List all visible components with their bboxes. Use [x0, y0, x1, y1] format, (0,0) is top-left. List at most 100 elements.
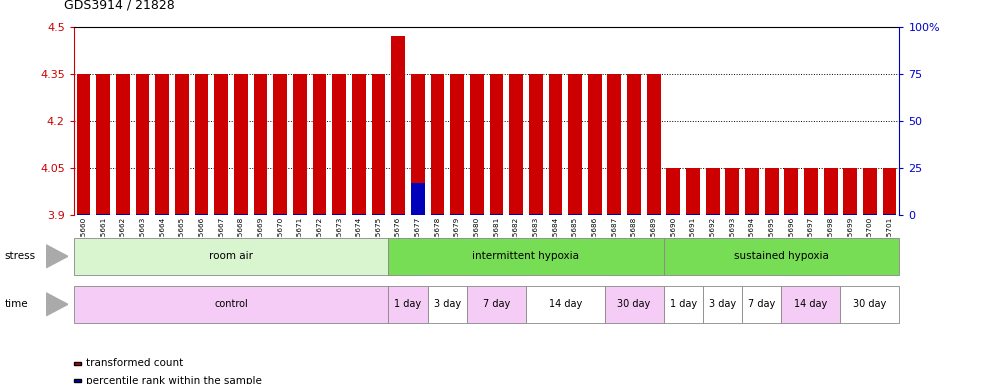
- Bar: [254, 214, 267, 215]
- Bar: [725, 168, 739, 215]
- Bar: [490, 214, 503, 215]
- Bar: [824, 168, 838, 215]
- Bar: [529, 214, 543, 215]
- Bar: [136, 214, 149, 215]
- Bar: [765, 168, 779, 215]
- Text: 14 day: 14 day: [549, 299, 582, 310]
- Bar: [470, 74, 484, 215]
- Bar: [588, 214, 602, 215]
- Text: stress: stress: [5, 251, 36, 262]
- Text: 3 day: 3 day: [434, 299, 461, 310]
- Bar: [431, 74, 444, 215]
- Bar: [411, 74, 425, 215]
- Bar: [863, 168, 877, 215]
- Bar: [470, 214, 484, 215]
- Bar: [332, 74, 346, 215]
- Bar: [136, 74, 149, 215]
- Bar: [745, 214, 759, 215]
- Bar: [293, 214, 307, 215]
- Bar: [195, 74, 208, 215]
- Bar: [725, 214, 739, 215]
- Bar: [568, 214, 582, 215]
- Bar: [431, 214, 444, 215]
- Text: 7 day: 7 day: [483, 299, 510, 310]
- Text: time: time: [5, 299, 29, 310]
- Bar: [647, 214, 661, 215]
- Bar: [467, 286, 526, 323]
- Text: 7 day: 7 day: [748, 299, 776, 310]
- Bar: [664, 286, 703, 323]
- Bar: [214, 74, 228, 215]
- Bar: [804, 214, 818, 215]
- Text: 3 day: 3 day: [709, 299, 736, 310]
- Bar: [840, 286, 899, 323]
- Bar: [784, 214, 798, 215]
- Bar: [804, 168, 818, 215]
- Bar: [391, 214, 405, 215]
- Bar: [490, 74, 503, 215]
- Bar: [765, 214, 779, 215]
- Bar: [450, 74, 464, 215]
- Bar: [549, 214, 562, 215]
- Bar: [273, 74, 287, 215]
- Bar: [742, 286, 781, 323]
- Polygon shape: [46, 245, 68, 268]
- Bar: [155, 74, 169, 215]
- Bar: [529, 74, 543, 215]
- Bar: [273, 214, 287, 215]
- Bar: [706, 214, 720, 215]
- Text: 1 day: 1 day: [669, 299, 697, 310]
- Bar: [509, 214, 523, 215]
- Bar: [96, 74, 110, 215]
- Bar: [313, 74, 326, 215]
- Bar: [509, 74, 523, 215]
- Text: control: control: [214, 299, 248, 310]
- Bar: [627, 74, 641, 215]
- Text: 14 day: 14 day: [794, 299, 828, 310]
- Bar: [411, 183, 425, 215]
- Polygon shape: [46, 293, 68, 316]
- Bar: [77, 214, 90, 215]
- Text: 30 day: 30 day: [853, 299, 887, 310]
- Bar: [195, 214, 208, 215]
- Bar: [745, 168, 759, 215]
- Bar: [175, 74, 189, 215]
- Bar: [843, 168, 857, 215]
- Bar: [313, 214, 326, 215]
- Bar: [116, 214, 130, 215]
- Bar: [549, 74, 562, 215]
- Bar: [74, 286, 388, 323]
- Bar: [784, 168, 798, 215]
- Text: intermittent hypoxia: intermittent hypoxia: [473, 251, 579, 262]
- Text: room air: room air: [209, 251, 253, 262]
- Text: GDS3914 / 21828: GDS3914 / 21828: [64, 0, 175, 12]
- Bar: [863, 214, 877, 215]
- Bar: [234, 74, 248, 215]
- Bar: [686, 214, 700, 215]
- Bar: [647, 74, 661, 215]
- Bar: [175, 214, 189, 215]
- Bar: [96, 214, 110, 215]
- Bar: [824, 214, 838, 215]
- Bar: [214, 214, 228, 215]
- Bar: [388, 238, 664, 275]
- Bar: [703, 286, 742, 323]
- Bar: [781, 286, 840, 323]
- Bar: [77, 74, 90, 215]
- Text: 1 day: 1 day: [394, 299, 422, 310]
- Bar: [607, 74, 621, 215]
- Bar: [155, 214, 169, 215]
- Text: transformed count: transformed count: [86, 358, 183, 368]
- Text: percentile rank within the sample: percentile rank within the sample: [86, 376, 261, 384]
- Bar: [664, 238, 899, 275]
- Bar: [293, 74, 307, 215]
- Bar: [666, 168, 680, 215]
- Bar: [254, 74, 267, 215]
- Bar: [526, 286, 605, 323]
- Bar: [588, 74, 602, 215]
- Bar: [843, 214, 857, 215]
- Bar: [666, 214, 680, 215]
- Bar: [352, 74, 366, 215]
- Bar: [605, 286, 664, 323]
- Bar: [391, 36, 405, 215]
